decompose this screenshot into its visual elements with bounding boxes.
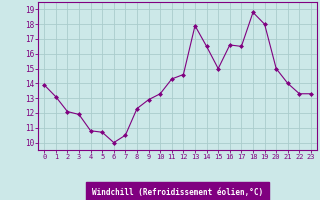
Text: Windchill (Refroidissement éolien,°C): Windchill (Refroidissement éolien,°C)	[92, 188, 263, 196]
